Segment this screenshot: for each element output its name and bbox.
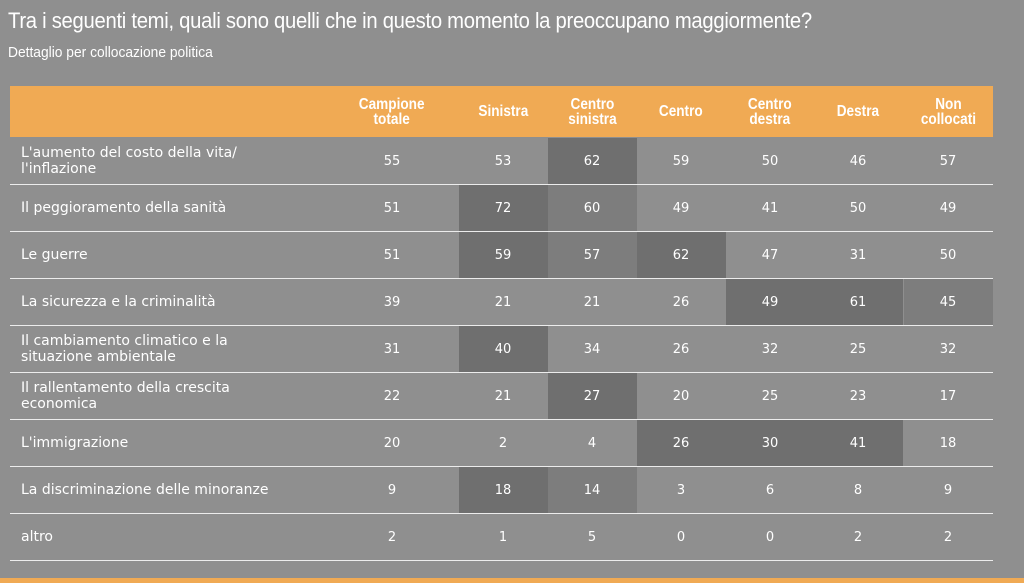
table-cell: 57 xyxy=(939,153,957,169)
table-cell: 14 xyxy=(547,467,637,513)
table-cell: 4 xyxy=(587,435,597,451)
row-label: Il rallentamento della crescita economic… xyxy=(21,380,230,412)
row-label: Le guerre xyxy=(21,247,88,263)
table-cell: 9 xyxy=(387,482,397,498)
table-cell: 49 xyxy=(725,279,815,325)
table-cell: 31 xyxy=(383,341,401,357)
table-row: Il rallentamento della crescita economic… xyxy=(10,373,993,420)
table-row: La discriminazione delle minoranze 9 18 14 3… xyxy=(10,467,993,514)
table-cell: 50 xyxy=(761,153,779,169)
table-cell: 34 xyxy=(583,341,601,357)
table-cell: 40 xyxy=(458,326,548,372)
row-label: L'aumento del costo della vita/ l'inflaz… xyxy=(21,145,237,177)
table-cell: 20 xyxy=(383,435,401,451)
table-cell: 2 xyxy=(387,529,397,545)
table-cell: 49 xyxy=(672,200,690,216)
chart-subtitle: Dettaglio per collocazione politica xyxy=(8,44,213,61)
table-row: Il peggioramento della sanità 51 72 60 49 41 5… xyxy=(10,185,993,232)
table-cell: 41 xyxy=(761,200,779,216)
table-cell: 32 xyxy=(761,341,779,357)
column-header-6: Non collocati xyxy=(920,95,976,128)
table-cell: 47 xyxy=(761,247,779,263)
table-cell: 32 xyxy=(939,341,957,357)
table-cell: 18 xyxy=(939,435,957,451)
table-cell: 2 xyxy=(853,529,863,545)
table-cell: 17 xyxy=(939,388,957,404)
table-cell: 21 xyxy=(494,294,512,310)
table-cell: 53 xyxy=(494,153,512,169)
table-row: L'aumento del costo della vita/ l'inflaz… xyxy=(10,138,993,185)
chart-title: Tra i seguenti temi, quali sono quelli c… xyxy=(8,8,812,33)
table-cell: 26 xyxy=(672,341,690,357)
column-header-2: Centro sinistra xyxy=(567,95,617,128)
table-cell: 23 xyxy=(849,388,867,404)
table-cell: 72 xyxy=(458,185,548,231)
table-row: Il cambiamento climatico e la situazione… xyxy=(10,326,993,373)
table-cell: 20 xyxy=(672,388,690,404)
table-cell: 55 xyxy=(383,153,401,169)
column-header-5: Destra xyxy=(836,103,880,120)
column-header-1: Sinistra xyxy=(478,103,528,120)
column-header-4: Centro destra xyxy=(748,95,792,128)
table-cell: 0 xyxy=(676,529,686,545)
table-cell: 62 xyxy=(636,232,726,278)
table-cell: 51 xyxy=(383,200,401,216)
row-label: L'immigrazione xyxy=(21,435,129,451)
row-label: Il cambiamento climatico e la situazione… xyxy=(21,333,228,365)
table-cell: 46 xyxy=(849,153,867,169)
table-cell: 59 xyxy=(672,153,690,169)
table-cell: 31 xyxy=(849,247,867,263)
table-cell: 51 xyxy=(383,247,401,263)
table-cell: 0 xyxy=(765,529,775,545)
table-cell: 2 xyxy=(498,435,508,451)
table-cell: 21 xyxy=(583,294,601,310)
table-cell: 25 xyxy=(849,341,867,357)
table-cell: 1 xyxy=(498,529,508,545)
table-cell: 5 xyxy=(587,529,597,545)
table-cell: 50 xyxy=(849,200,867,216)
table-header: Campione totale Sinistra Centro sinistra Ce… xyxy=(10,86,993,137)
table-cell: 60 xyxy=(547,185,637,231)
column-header-3: Centro xyxy=(659,103,703,120)
row-label: La discriminazione delle minoranze xyxy=(21,482,269,498)
table-cell: 18 xyxy=(458,467,548,513)
table-cell: 25 xyxy=(761,388,779,404)
table-cell: 49 xyxy=(939,200,957,216)
footer-accent-line xyxy=(0,578,1024,583)
column-header-0: Campione totale xyxy=(359,95,425,128)
table-cell: 57 xyxy=(547,232,637,278)
table-cell: 59 xyxy=(458,232,548,278)
table-cell: 3 xyxy=(676,482,686,498)
table-cell: 2 xyxy=(943,529,953,545)
table-row: La sicurezza e la criminalità 39 21 21 26 49 6… xyxy=(10,279,993,326)
table-cell: 41 xyxy=(813,420,903,466)
row-label: La sicurezza e la criminalità xyxy=(21,294,216,310)
table-cell: 6 xyxy=(765,482,775,498)
table-row: L'immigrazione 20 2 4 26 30 41 18 xyxy=(10,420,993,467)
row-label: Il peggioramento della sanità xyxy=(21,200,227,216)
table-cell: 21 xyxy=(494,388,512,404)
table-cell: 30 xyxy=(725,420,815,466)
table-cell: 45 xyxy=(903,279,993,325)
table-cell: 27 xyxy=(547,373,637,419)
table-cell: 61 xyxy=(813,279,903,325)
table-cell: 8 xyxy=(853,482,863,498)
table-cell: 62 xyxy=(547,138,637,184)
table-row: Le guerre 51 59 57 62 47 31 50 xyxy=(10,232,993,279)
table-row: altro 2 1 5 0 0 2 2 xyxy=(10,514,993,561)
table-cell: 39 xyxy=(383,294,401,310)
table-cell: 26 xyxy=(672,294,690,310)
table-cell: 9 xyxy=(943,482,953,498)
table-cell: 22 xyxy=(383,388,401,404)
table-cell: 26 xyxy=(636,420,726,466)
row-label: altro xyxy=(21,529,53,545)
table-cell: 50 xyxy=(939,247,957,263)
